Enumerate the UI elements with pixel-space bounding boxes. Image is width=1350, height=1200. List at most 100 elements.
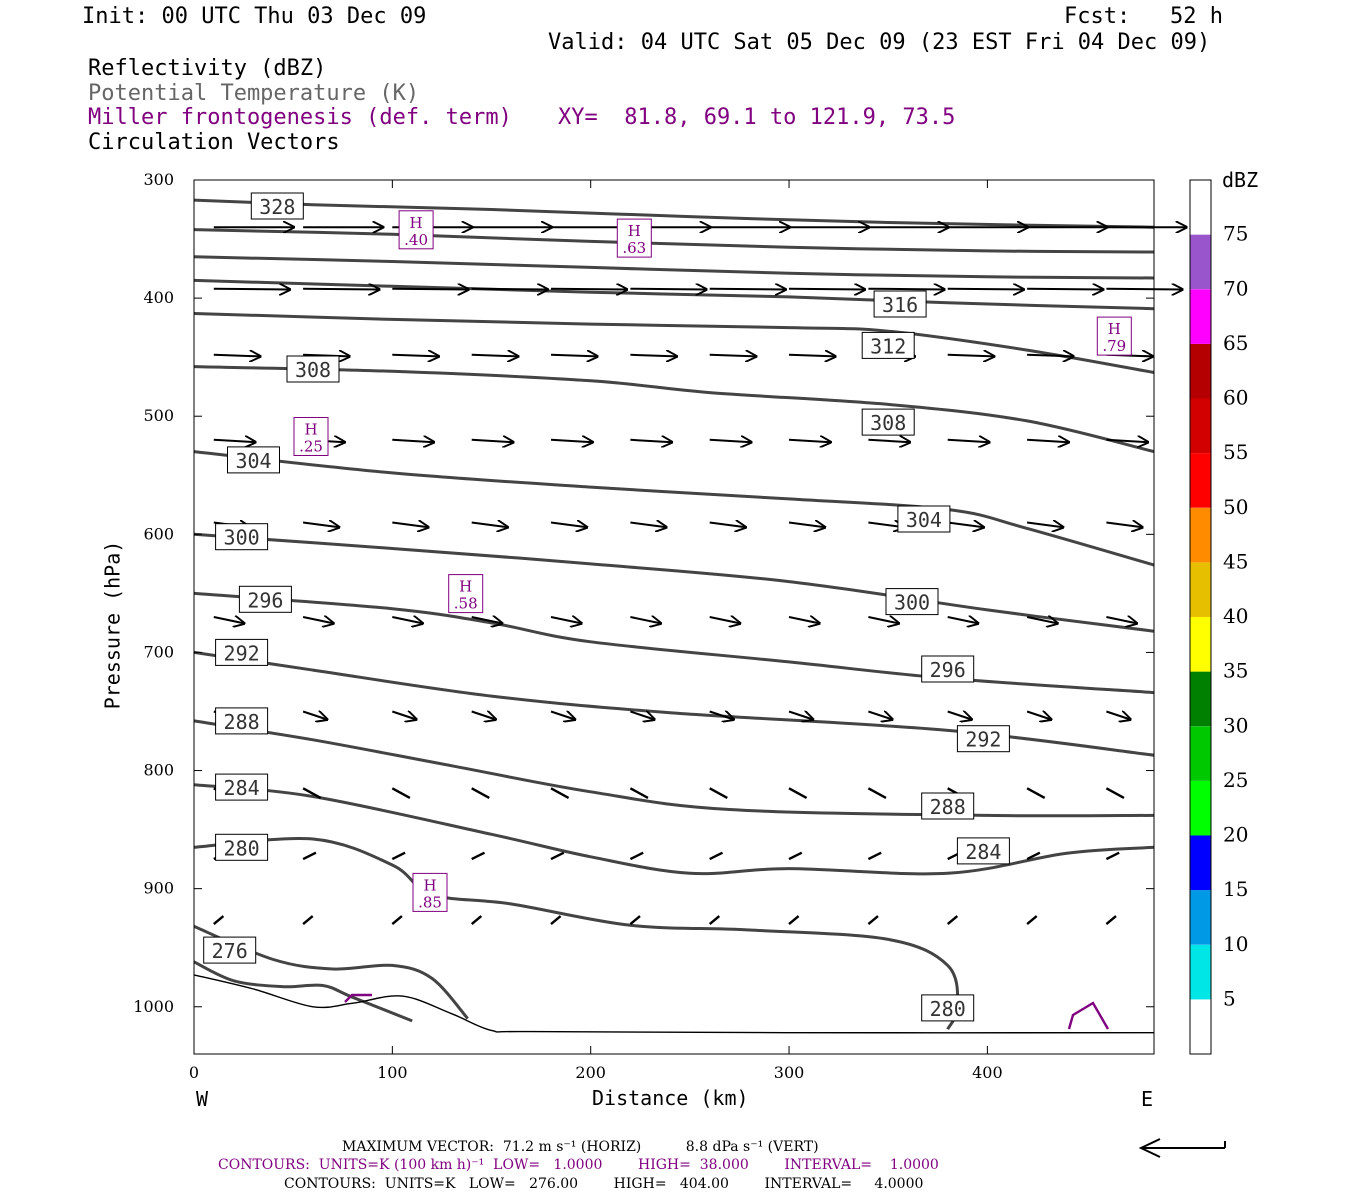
theta-label-text: 284 (965, 840, 1001, 864)
circulation-vector (630, 289, 706, 290)
terrain-line (193, 974, 1155, 1034)
fronto-max-marker: H.63 (616, 218, 652, 258)
colorbar-level-label: 70 (1223, 276, 1248, 300)
colorbar-segment (1190, 780, 1211, 836)
circulation-vector (947, 523, 984, 528)
colorbar-segment (1190, 726, 1211, 781)
theta-label-text: 304 (235, 449, 271, 473)
theta-contour-label: 292 (215, 638, 269, 666)
colorbar-segment (1190, 671, 1211, 727)
fronto-max-marker: H.40 (398, 210, 434, 250)
circulation-vector (550, 355, 597, 357)
theta-contour (193, 719, 1155, 818)
y-tick-label: 800 (143, 761, 174, 780)
circulation-vector (709, 851, 724, 861)
x-tick-label: 0 (189, 1063, 199, 1082)
theta-contour (193, 228, 1155, 254)
circulation-vector (1106, 617, 1136, 623)
circulation-vector (392, 355, 438, 357)
fronto-max-label: H (459, 578, 472, 596)
circulation-vector (392, 289, 468, 290)
x-tick-label: 100 (377, 1063, 408, 1082)
circulation-vector (947, 289, 1024, 290)
circulation-vector (788, 355, 835, 357)
circulation-vector (629, 915, 641, 926)
fronto-max-label: H (1108, 320, 1121, 338)
field-reflectivity: Reflectivity (dBZ) (88, 56, 327, 81)
x-tick-label: 200 (575, 1063, 606, 1082)
circulation-vector (1026, 617, 1057, 623)
circulation-vector (391, 787, 411, 799)
circulation-vector (471, 289, 548, 290)
colorbar-segment (1190, 398, 1211, 454)
field-frontogenesis: Miller frontogenesis (def. term) (88, 105, 512, 130)
fronto-contour (344, 993, 372, 1003)
theta-contour-label: 284 (215, 773, 269, 801)
circulation-vector (1105, 915, 1117, 926)
theta-label-text: 308 (870, 411, 906, 435)
cross-section-xy: XY= 81.8, 69.1 to 121.9, 73.5 (558, 105, 956, 130)
colorbar-segment (1190, 562, 1211, 617)
circulation-vector (213, 355, 260, 357)
colorbar-level-label: 55 (1223, 440, 1248, 464)
circulation-vector (550, 523, 587, 528)
circulation-vector (1106, 523, 1142, 528)
theta-contour-label: 280 (921, 994, 975, 1022)
circulation-vector (630, 440, 672, 442)
circulation-vector (392, 617, 422, 623)
theta-label-text: 312 (870, 334, 906, 358)
circulation-vector (1106, 289, 1182, 290)
theta-contour (193, 591, 1155, 695)
colorbar-level-label: 60 (1223, 386, 1248, 410)
forecast-hour: Fcst: 52 h (1064, 4, 1223, 29)
theta-contour-label: 292 (956, 725, 1010, 753)
fronto-max-value: .58 (454, 595, 478, 613)
colorbar-segment (1190, 180, 1211, 235)
circulation-vector (868, 617, 898, 623)
y-tick-label: 700 (143, 642, 174, 661)
theta-contour (193, 783, 1155, 876)
circulation-vector (867, 915, 879, 926)
circulation-vector (550, 289, 627, 290)
circulation-vector (471, 355, 518, 357)
fronto-max-value: .79 (1102, 337, 1126, 355)
circulation-vector (1026, 787, 1046, 799)
theta-contour-label: 284 (956, 837, 1010, 865)
theta-label-text: 304 (906, 508, 942, 532)
footer-max-vector: MAXIMUM VECTOR: 71.2 m s⁻¹ (HORIZ) 8.8 d… (342, 1139, 819, 1155)
circulation-vector (471, 617, 502, 623)
theta-contour (193, 198, 1155, 229)
circulation-vector (1105, 787, 1125, 799)
circulation-vector (709, 523, 746, 528)
circulation-vector (302, 712, 327, 720)
theta-contour (193, 532, 1155, 633)
theta-contour-label: 328 (250, 192, 304, 220)
colorbar-level-label: 50 (1223, 495, 1248, 519)
plot-frame (193, 179, 1155, 1055)
circulation-vector (302, 617, 333, 623)
circulation-vector (213, 617, 244, 623)
x-tick-label: 400 (972, 1063, 1003, 1082)
colorbar-level-label: 35 (1223, 659, 1248, 683)
circulation-vector (1027, 440, 1069, 442)
circulation-vector (550, 915, 562, 926)
circulation-vector (947, 355, 994, 357)
fronto-max-label: H (410, 214, 423, 232)
circulation-vector (391, 712, 416, 720)
circulation-vector (788, 523, 825, 528)
circulation-vector (788, 915, 800, 926)
theta-contour (193, 837, 960, 1030)
theta-contour-label: 304 (897, 505, 951, 533)
fronto-max-marker: H.79 (1096, 316, 1132, 356)
colorbar-frame (1189, 179, 1212, 1055)
valid-time: Valid: 04 UTC Sat 05 Dec 09 (23 EST Fri … (548, 30, 1211, 55)
circulation-vector (947, 617, 978, 623)
colorbar-segment (1190, 617, 1211, 672)
theta-contour (193, 960, 413, 1023)
theta-contour-label: 296 (238, 585, 292, 613)
colorbar-level-label: 15 (1223, 877, 1248, 901)
theta-contour (193, 650, 1155, 757)
theta-contour-label: 300 (885, 588, 939, 616)
theta-contour-label: 288 (215, 707, 269, 735)
circulation-vector (629, 787, 649, 799)
